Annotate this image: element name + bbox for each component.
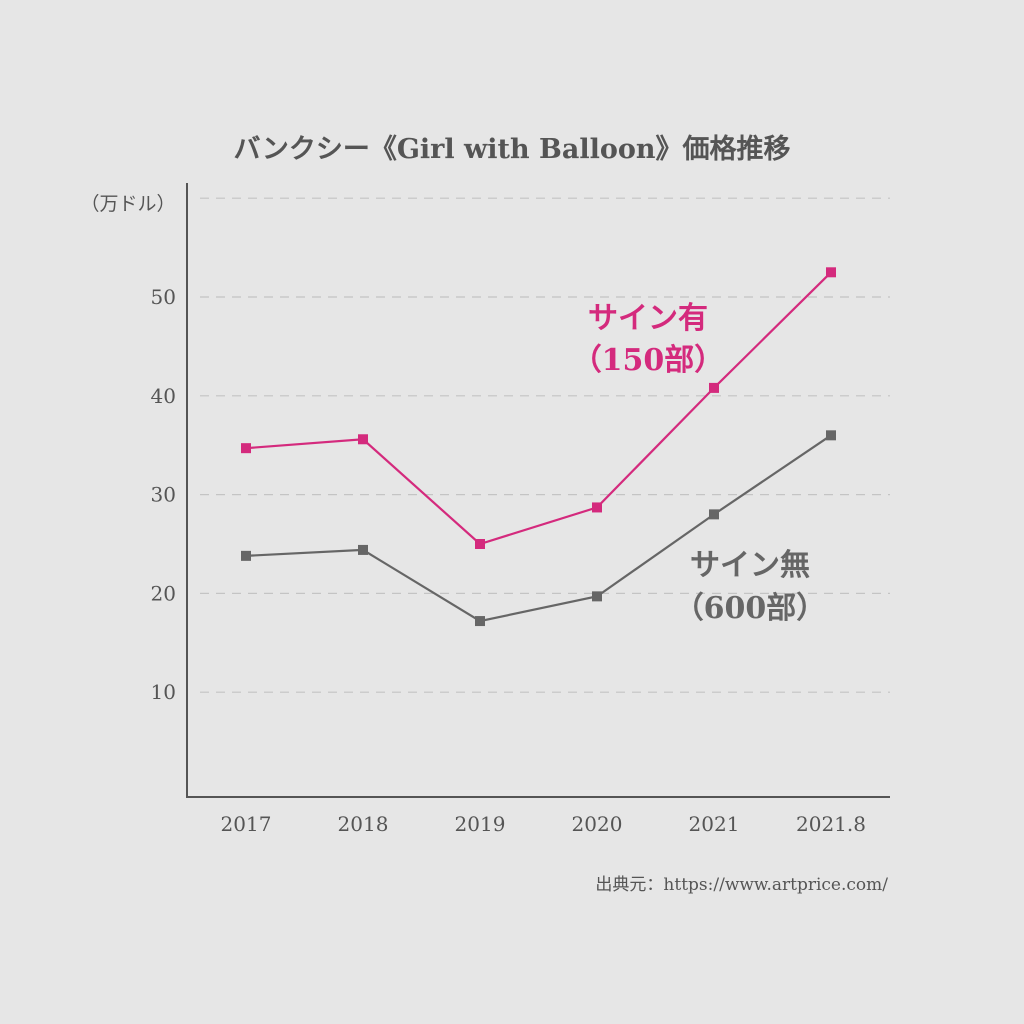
data-point-marker: [475, 539, 485, 549]
data-point-marker: [592, 591, 602, 602]
y-tick-label: 20: [151, 581, 176, 605]
x-tick-label: 2021: [689, 812, 740, 836]
legend-label-signed-name: サイン有: [588, 301, 708, 336]
data-point-marker: [241, 443, 251, 454]
data-point-marker: [709, 382, 719, 393]
y-axis-ticks: 10 20 30 40 50: [151, 285, 176, 704]
x-tick-label: 2017: [221, 812, 272, 836]
y-tick-label: 30: [151, 483, 176, 507]
x-axis-ticks: 2017 2018 2019 2020 2021 2021.8: [221, 812, 866, 836]
legend-label-signed-count: （150部）: [572, 343, 725, 378]
data-point-marker: [826, 430, 836, 441]
data-point-marker: [358, 434, 368, 445]
data-point-marker: [709, 509, 719, 520]
data-point-marker: [358, 544, 368, 555]
y-tick-label: 40: [151, 384, 176, 408]
x-tick-label: 2018: [338, 812, 389, 836]
data-point-marker: [475, 616, 485, 627]
x-tick-label: 2021.8: [796, 812, 866, 836]
source-credit: 出典元：https://www.artprice.com/: [595, 875, 888, 895]
y-tick-label: 50: [151, 285, 176, 309]
y-axis-unit-label: （万ドル）: [80, 193, 175, 215]
legend-label-unsigned-name: サイン無: [690, 548, 810, 583]
data-point-marker: [241, 550, 251, 561]
x-tick-label: 2019: [455, 812, 506, 836]
y-tick-label: 10: [151, 680, 176, 704]
legend-label-unsigned-count: （600部）: [674, 591, 827, 626]
data-point-marker: [592, 502, 602, 513]
chart-title: バンクシー《Girl with Balloon》価格推移: [233, 134, 790, 165]
legend-label-unsigned: サイン無 （600部）: [674, 548, 827, 626]
gridlines: [200, 197, 890, 693]
series-line-signed: [245, 271, 832, 546]
data-point-marker: [826, 267, 836, 278]
series-line-unsigned: [245, 434, 832, 623]
legend-label-signed: サイン有 （150部）: [572, 301, 725, 378]
x-tick-label: 2020: [572, 812, 623, 836]
series-group: [241, 267, 836, 627]
